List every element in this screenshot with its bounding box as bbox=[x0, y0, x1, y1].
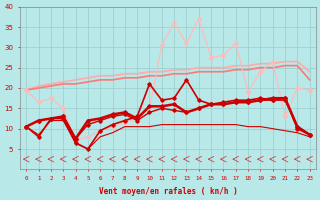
X-axis label: Vent moyen/en rafales ( kn/h ): Vent moyen/en rafales ( kn/h ) bbox=[99, 187, 237, 196]
